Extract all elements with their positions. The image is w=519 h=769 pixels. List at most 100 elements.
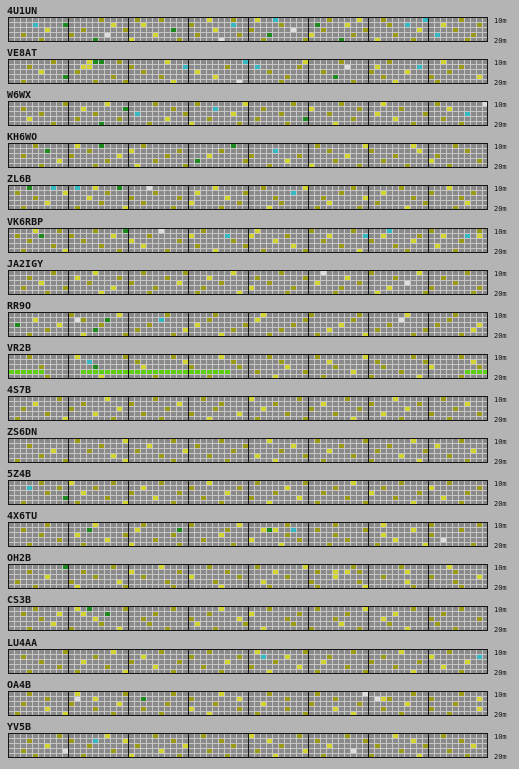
grid-cell <box>458 500 464 505</box>
grid-cell <box>26 238 32 243</box>
grid-cell <box>254 116 260 121</box>
station-label: ZL6B <box>7 174 31 185</box>
grid-cell <box>32 401 38 406</box>
grid-cell <box>152 369 158 374</box>
grid-cell <box>176 280 182 285</box>
grid-cell <box>236 522 242 527</box>
grid-cell <box>404 312 410 317</box>
grid-cell <box>278 542 284 547</box>
grid-cell <box>188 696 194 701</box>
grid-cell <box>158 74 164 79</box>
grid-cell <box>254 453 260 458</box>
grid-cell <box>470 542 476 547</box>
station-panel: VE8AT 10m 20m <box>7 48 507 87</box>
grid-cell <box>74 275 80 280</box>
grid-cell <box>236 79 242 84</box>
grid-cell <box>458 527 464 532</box>
grid-cell <box>434 322 440 327</box>
grid-cell <box>380 101 386 106</box>
band-label-bottom: 20m <box>494 290 507 298</box>
grid-cell <box>350 649 356 654</box>
grid-cell <box>110 564 116 569</box>
grid-cell <box>398 453 404 458</box>
grid-cell <box>410 438 416 443</box>
grid-cell <box>302 116 308 121</box>
grid-cell <box>260 312 266 317</box>
grid-cell <box>326 542 332 547</box>
grid-cell <box>38 369 44 374</box>
grid-cell <box>422 448 428 453</box>
grid-cell <box>164 248 170 253</box>
grid-cell <box>200 733 206 738</box>
grid-dividers <box>68 606 429 631</box>
grid-cell <box>116 369 122 374</box>
grid-cell <box>362 527 368 532</box>
grid-cell <box>350 369 356 374</box>
grid-cell <box>74 696 80 701</box>
grid-cell <box>26 738 32 743</box>
grid-cell <box>200 285 206 290</box>
grid-cell <box>8 369 14 374</box>
grid-cell <box>194 158 200 163</box>
grid-cell <box>392 495 398 500</box>
grid-cell <box>266 691 272 696</box>
grid-cell <box>428 364 434 369</box>
band-label-bottom: 20m <box>494 753 507 761</box>
grid-cell <box>356 701 362 706</box>
grid-cell <box>476 285 482 290</box>
grid-dividers <box>68 438 429 463</box>
station-panel: W6WX 10m 20m <box>7 90 507 129</box>
grid-cell <box>380 411 386 416</box>
grid-cell <box>296 495 302 500</box>
grid-cell <box>212 369 218 374</box>
grid-cell <box>74 584 80 589</box>
grid-cell <box>62 101 68 106</box>
grid-cell <box>338 443 344 448</box>
grid-cell <box>368 458 374 463</box>
grid-cell <box>236 32 242 37</box>
station-label: 4U1UN <box>7 6 37 17</box>
grid-cell <box>332 574 338 579</box>
grid-cell <box>320 401 326 406</box>
grid-cell <box>44 490 50 495</box>
grid-cell <box>350 116 356 121</box>
grid-cell <box>278 270 284 275</box>
grid-cell <box>128 195 134 200</box>
grid-cell <box>266 438 272 443</box>
grid-cell <box>80 238 86 243</box>
grid-cell <box>374 448 380 453</box>
grid-cell <box>272 458 278 463</box>
grid-cell <box>122 584 128 589</box>
grid-cell <box>266 584 272 589</box>
grid-cell <box>110 74 116 79</box>
grid-cell <box>260 654 266 659</box>
grid-cell <box>242 322 248 327</box>
grid-cell <box>254 64 260 69</box>
station-panel: VK6RBP 10m 20m <box>7 217 507 256</box>
grid-cell <box>122 332 128 337</box>
grid-cell <box>332 522 338 527</box>
band-label-bottom: 20m <box>494 248 507 256</box>
grid-cell <box>332 532 338 537</box>
grid-dividers <box>68 733 429 758</box>
grid-cell <box>92 228 98 233</box>
grid-cell <box>236 411 242 416</box>
grid-cell <box>452 626 458 631</box>
grid-cell <box>278 359 284 364</box>
grid-cell <box>428 158 434 163</box>
station-label: VK6RBP <box>7 217 43 228</box>
grid-cell <box>188 411 194 416</box>
grid-cell <box>284 696 290 701</box>
grid-cell <box>50 243 56 248</box>
grid-dividers <box>68 228 429 253</box>
grid-cell <box>368 238 374 243</box>
grid-cell <box>20 153 26 158</box>
grid-cell <box>152 158 158 163</box>
grid-cell <box>20 406 26 411</box>
grid-cell <box>50 185 56 190</box>
grid-border <box>8 733 488 758</box>
grid-cell <box>164 312 170 317</box>
grid-border <box>8 270 488 295</box>
grid-cell <box>122 458 128 463</box>
